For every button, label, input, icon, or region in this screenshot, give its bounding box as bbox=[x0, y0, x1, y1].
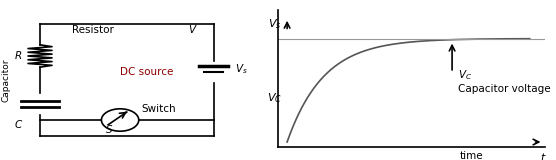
Text: $V_C$
Capacitor voltage: $V_C$ Capacitor voltage bbox=[458, 69, 550, 94]
Text: Switch: Switch bbox=[141, 104, 176, 114]
Text: Capacitor: Capacitor bbox=[1, 58, 11, 102]
Text: $V_C$: $V_C$ bbox=[267, 92, 282, 105]
Text: $V_s$: $V_s$ bbox=[268, 17, 282, 31]
Text: $V_s$: $V_s$ bbox=[235, 62, 247, 76]
Text: V: V bbox=[188, 25, 196, 35]
Text: S: S bbox=[106, 125, 113, 135]
Text: R: R bbox=[15, 51, 22, 61]
Text: C: C bbox=[15, 120, 22, 130]
Text: $t$: $t$ bbox=[540, 151, 547, 160]
Text: time: time bbox=[460, 151, 483, 160]
Text: DC source: DC source bbox=[120, 67, 173, 77]
Text: Resistor: Resistor bbox=[72, 25, 115, 35]
